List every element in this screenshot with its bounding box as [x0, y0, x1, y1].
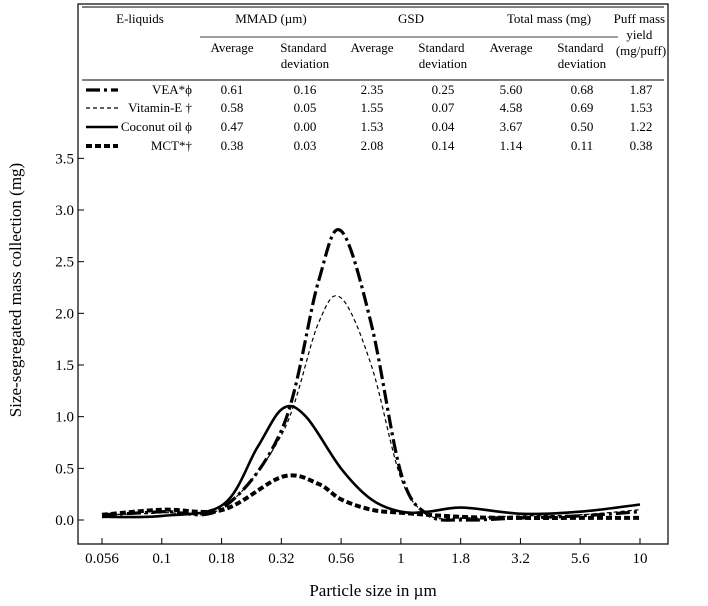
y-tick-label: 1.5 [55, 358, 74, 374]
x-tick-label: 1 [397, 551, 405, 567]
x-tick-label: 0.56 [328, 551, 355, 567]
y-tick-label: 0.0 [55, 513, 74, 529]
th-mmad: MMAD (µm) [235, 11, 306, 26]
x-tick-label: 0.1 [152, 551, 171, 567]
th-total-mass: Total mass (mg) [507, 11, 591, 26]
table-cell: 0.38 [630, 138, 653, 153]
table-cell: 0.07 [432, 100, 455, 115]
table-cell: 1.87 [630, 82, 653, 97]
th-puff-mass-yield: Puff mass yield (mg/puff) [614, 11, 669, 58]
table-cell: 0.16 [294, 82, 317, 97]
table-cell: 3.67 [500, 119, 523, 134]
x-tick-label: 3.2 [511, 551, 530, 567]
table-cell: 0.47 [221, 119, 244, 134]
series-line-4 [101, 473, 640, 520]
x-tick-label: 0.18 [208, 551, 234, 567]
y-tick-label: 2.0 [55, 306, 74, 322]
series-line-1 [101, 227, 641, 522]
th-puff-line3: (mg/puff) [616, 43, 666, 58]
table-body: VEA*ϕ 0.61 0.16 2.35 0.25 5.60 0.68 1.87 Vitamin… [86, 82, 653, 153]
y-tick-label: 0.5 [55, 461, 74, 477]
th-gsd-average: Average [350, 40, 393, 55]
table-cell: 1.14 [500, 138, 523, 153]
th-mmad-average: Average [210, 40, 253, 55]
th-total-average: Average [489, 40, 532, 55]
table-cell: 0.00 [294, 119, 317, 134]
table-cell: 2.35 [361, 82, 384, 97]
th-puff-line1: Puff mass [614, 11, 665, 26]
table-cell: 0.61 [221, 82, 244, 97]
axes: 0.056 0.1 0.18 0.32 0.56 1 1.8 3.2 5.6 10 0.0 0.5 1.… [6, 151, 648, 600]
table-row-label: Vitamin-E † [128, 100, 192, 115]
series-line-3 [101, 404, 641, 519]
x-axis-title: Particle size in µm [309, 581, 436, 600]
table-row-label: VEA*ϕ [152, 82, 192, 97]
table-cell: 0.68 [571, 82, 594, 97]
x-tick-label: 10 [633, 551, 648, 567]
th-total-sd: Standard deviation [557, 40, 606, 71]
table-cell: 2.08 [361, 138, 384, 153]
table-cell: 0.11 [571, 138, 593, 153]
table-cell: 5.60 [500, 82, 523, 97]
th-mmad-sd-line2: deviation [281, 56, 330, 71]
y-tick-label: 3.5 [55, 151, 74, 167]
table-cell: 1.53 [630, 100, 653, 115]
x-tick-label: 0.056 [85, 551, 119, 567]
table-cell: 0.50 [571, 119, 594, 134]
table-row-label: MCT*† [151, 138, 193, 153]
y-tick-label: 2.5 [55, 255, 74, 271]
table-cell: 0.04 [432, 119, 455, 134]
th-total-sd-line1: Standard [557, 40, 604, 55]
x-tick-label: 0.32 [268, 551, 294, 567]
data-lines [101, 227, 641, 522]
th-gsd-sd: Standard deviation [418, 40, 467, 71]
summary-table: E-liquids MMAD (µm) GSD Total mass (mg) … [82, 6, 669, 153]
x-tick-label: 1.8 [451, 551, 470, 567]
y-tick-label: 3.0 [55, 203, 74, 219]
x-tick-label: 5.6 [571, 551, 590, 567]
table-cell: 0.03 [294, 138, 317, 153]
table-cell: 1.53 [361, 119, 384, 134]
table-cell: 1.55 [361, 100, 384, 115]
table-cell: 4.58 [500, 100, 523, 115]
table-cell: 0.25 [432, 82, 455, 97]
th-puff-line2: yield [626, 27, 652, 42]
th-gsd-sd-line1: Standard [418, 40, 465, 55]
table-cell: 0.05 [294, 100, 317, 115]
y-axis-title: Size-segregated mass collection (mg) [6, 163, 25, 417]
th-mmad-sd: Standard deviation [280, 40, 329, 71]
table-row-label: Coconut oil ϕ [121, 119, 192, 134]
table-cell: 0.58 [221, 100, 244, 115]
th-gsd-sd-line2: deviation [419, 56, 468, 71]
y-tick-label: 1.0 [55, 410, 74, 426]
table-cell: 0.38 [221, 138, 244, 153]
th-total-sd-line2: deviation [558, 56, 607, 71]
table-cell: 0.14 [432, 138, 455, 153]
th-e-liquids: E-liquids [116, 11, 164, 26]
plot-frame [77, 3, 669, 545]
th-mmad-sd-line1: Standard [280, 40, 327, 55]
table-cell: 0.69 [571, 100, 594, 115]
table-cell: 1.22 [630, 119, 653, 134]
th-gsd: GSD [398, 11, 424, 26]
